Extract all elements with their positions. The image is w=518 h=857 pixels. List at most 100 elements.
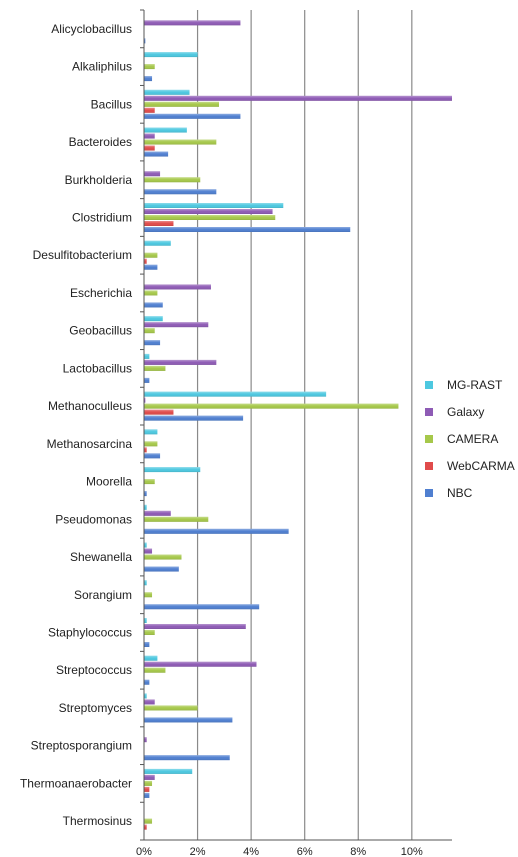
bar-shading bbox=[144, 705, 198, 711]
bar-shading bbox=[144, 171, 161, 177]
category-label: Geobacillus bbox=[69, 324, 132, 338]
bar-shading bbox=[144, 240, 171, 246]
category-label: Thermoanaerobacter bbox=[20, 776, 132, 790]
category-label: Thermosinus bbox=[63, 814, 132, 828]
legend-swatch bbox=[425, 408, 433, 416]
bar-shading bbox=[144, 391, 327, 397]
bar-shading bbox=[144, 661, 257, 667]
bar-shading bbox=[144, 592, 153, 598]
x-tick-label: 4% bbox=[243, 846, 259, 857]
bar-shading bbox=[144, 618, 147, 623]
bar-shading bbox=[144, 792, 150, 798]
bar-shading bbox=[144, 38, 146, 44]
bar-shading bbox=[144, 215, 276, 220]
bar-shading bbox=[144, 189, 217, 195]
bar-shading bbox=[144, 107, 155, 113]
category-label: Moorella bbox=[86, 475, 132, 489]
bar-shading bbox=[144, 655, 158, 661]
bar-shading bbox=[144, 328, 155, 334]
bar-shading bbox=[144, 203, 284, 208]
bar-shading bbox=[144, 209, 273, 214]
legend-label: MG-RAST bbox=[447, 378, 503, 392]
bar-shading bbox=[144, 566, 179, 572]
bar-shading bbox=[144, 221, 174, 226]
bar-shading bbox=[144, 322, 209, 328]
x-tick-label: 2% bbox=[190, 846, 206, 857]
bar-shading bbox=[144, 409, 174, 415]
bar-shading bbox=[144, 76, 153, 82]
bar-shading bbox=[144, 479, 155, 485]
bar-shading bbox=[144, 95, 452, 101]
bar-shading bbox=[144, 693, 147, 699]
bar-shading bbox=[144, 145, 155, 151]
bar-shading bbox=[144, 679, 150, 685]
category-label: Pseudomonas bbox=[55, 512, 132, 526]
legend-label: WebCARMA bbox=[447, 459, 515, 473]
bar-shading bbox=[144, 453, 161, 459]
category-label: Staphylococcus bbox=[48, 626, 132, 640]
bar-shading bbox=[144, 548, 153, 554]
category-label: Lactobacillus bbox=[63, 361, 132, 375]
category-label: Streptococcus bbox=[56, 663, 132, 677]
bar-shading bbox=[144, 429, 158, 435]
category-label: Sorangium bbox=[74, 588, 132, 602]
category-label: Shewanella bbox=[70, 550, 132, 564]
bar-shading bbox=[144, 89, 190, 95]
bar-shading bbox=[144, 113, 241, 119]
bar-shading bbox=[144, 516, 209, 522]
bar-shading bbox=[144, 604, 260, 610]
bar-shading bbox=[144, 642, 150, 647]
bar-shading bbox=[144, 403, 399, 409]
bar-shading bbox=[144, 717, 233, 723]
bar-shading bbox=[144, 316, 163, 322]
bar-shading bbox=[144, 52, 198, 58]
bar-shading bbox=[144, 20, 241, 26]
bar-shading bbox=[144, 359, 217, 365]
bar-shading bbox=[144, 824, 147, 830]
bar-shading bbox=[144, 580, 147, 586]
x-tick-label: 10% bbox=[401, 846, 423, 857]
bar-shading bbox=[144, 264, 158, 270]
legend: MG-RAST Galaxy CAMERA WebCARMA NBC bbox=[425, 378, 515, 500]
category-label: Bacillus bbox=[91, 97, 132, 111]
bar-shading bbox=[144, 101, 219, 107]
category-label: Desulfitobacterium bbox=[33, 248, 132, 262]
bar-shading bbox=[144, 630, 155, 635]
category-labels: Alicyclobacillus Alkaliphilus Bacillus Bact… bbox=[20, 22, 132, 828]
legend-swatch bbox=[425, 381, 433, 389]
bar-shading bbox=[144, 365, 166, 371]
legend-swatch bbox=[425, 435, 433, 443]
legend-label: NBC bbox=[447, 486, 473, 500]
bar-shading bbox=[144, 737, 147, 743]
bar-marks bbox=[144, 20, 452, 830]
bar-shading bbox=[144, 542, 147, 548]
legend-label: CAMERA bbox=[447, 432, 498, 446]
bar-shading bbox=[144, 528, 289, 534]
bar-shading bbox=[144, 554, 182, 560]
bar-shading bbox=[144, 441, 158, 447]
bar-shading bbox=[144, 780, 153, 786]
bar-shading bbox=[144, 227, 351, 232]
x-tick-label: 0% bbox=[136, 846, 152, 857]
x-tick-label: 8% bbox=[350, 846, 366, 857]
bar-shading bbox=[144, 774, 155, 780]
category-label: Methanosarcina bbox=[47, 437, 133, 451]
legend-label: Galaxy bbox=[447, 405, 484, 419]
bar-shading bbox=[144, 510, 171, 516]
bar-shading bbox=[144, 64, 155, 70]
gridlines bbox=[196, 10, 413, 840]
category-label: Streptosporangium bbox=[31, 739, 132, 753]
category-label: Burkholderia bbox=[65, 173, 133, 187]
category-label: Clostridium bbox=[72, 211, 132, 225]
category-label: Bacteroides bbox=[69, 135, 132, 149]
category-label: Alkaliphilus bbox=[72, 60, 132, 74]
bar-shading bbox=[144, 377, 150, 383]
axes bbox=[140, 9, 452, 841]
category-label: Escherichia bbox=[70, 286, 132, 300]
bar-shading bbox=[144, 768, 193, 774]
category-label: Methanoculleus bbox=[48, 399, 132, 413]
bar-shading bbox=[144, 467, 201, 473]
bar-shading bbox=[144, 624, 246, 629]
bar-shading bbox=[144, 786, 150, 792]
bar-shading bbox=[144, 340, 161, 346]
